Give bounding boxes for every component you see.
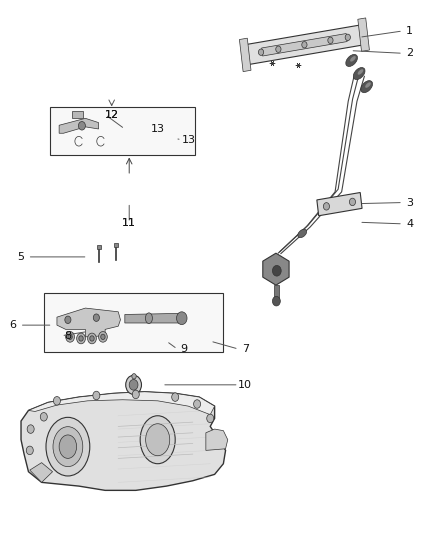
- Circle shape: [328, 37, 333, 44]
- Polygon shape: [247, 25, 362, 64]
- Ellipse shape: [145, 313, 152, 324]
- Polygon shape: [358, 18, 369, 51]
- Circle shape: [101, 334, 105, 340]
- Circle shape: [272, 265, 281, 276]
- Polygon shape: [30, 463, 53, 482]
- Ellipse shape: [53, 426, 83, 467]
- FancyBboxPatch shape: [44, 293, 223, 352]
- Polygon shape: [240, 38, 251, 71]
- Circle shape: [132, 390, 139, 399]
- Text: 5: 5: [18, 252, 25, 262]
- Polygon shape: [28, 392, 215, 415]
- Text: 6: 6: [10, 320, 17, 330]
- Circle shape: [194, 400, 201, 408]
- Ellipse shape: [365, 82, 371, 88]
- Circle shape: [66, 332, 74, 342]
- Circle shape: [177, 312, 187, 325]
- Polygon shape: [263, 253, 289, 285]
- Circle shape: [65, 316, 71, 324]
- Circle shape: [258, 49, 264, 55]
- Text: 12: 12: [105, 110, 119, 119]
- Circle shape: [172, 393, 179, 401]
- Ellipse shape: [353, 68, 365, 79]
- Polygon shape: [125, 313, 180, 323]
- Ellipse shape: [145, 424, 170, 456]
- Ellipse shape: [59, 435, 77, 458]
- Circle shape: [77, 333, 85, 344]
- Circle shape: [345, 34, 350, 41]
- Polygon shape: [206, 429, 228, 450]
- Ellipse shape: [298, 229, 307, 238]
- Circle shape: [40, 413, 47, 421]
- Polygon shape: [317, 192, 362, 216]
- Circle shape: [78, 122, 85, 130]
- Ellipse shape: [358, 69, 363, 75]
- Circle shape: [207, 414, 214, 423]
- Circle shape: [99, 332, 107, 342]
- Ellipse shape: [346, 54, 357, 67]
- Circle shape: [88, 333, 96, 344]
- Circle shape: [276, 46, 281, 52]
- Circle shape: [26, 446, 33, 455]
- Ellipse shape: [350, 56, 356, 62]
- Circle shape: [350, 198, 356, 206]
- Circle shape: [132, 374, 136, 379]
- Circle shape: [53, 397, 60, 405]
- Text: 3: 3: [406, 198, 413, 207]
- Text: 8: 8: [64, 331, 71, 341]
- Circle shape: [129, 379, 138, 390]
- Polygon shape: [261, 34, 347, 56]
- Circle shape: [272, 296, 280, 306]
- Text: 11: 11: [122, 218, 136, 228]
- Circle shape: [68, 334, 72, 340]
- Text: 10: 10: [238, 380, 252, 390]
- Text: 2: 2: [406, 49, 413, 58]
- Polygon shape: [57, 308, 120, 337]
- FancyBboxPatch shape: [50, 107, 195, 155]
- Polygon shape: [21, 392, 226, 490]
- Text: 13: 13: [151, 124, 165, 134]
- Ellipse shape: [140, 416, 175, 464]
- Circle shape: [27, 425, 34, 433]
- Text: 13: 13: [181, 135, 195, 144]
- Text: 1: 1: [406, 26, 413, 36]
- Polygon shape: [274, 285, 279, 298]
- Polygon shape: [59, 118, 99, 133]
- Circle shape: [126, 375, 141, 394]
- Circle shape: [90, 336, 94, 341]
- Circle shape: [93, 314, 99, 321]
- Circle shape: [93, 391, 100, 400]
- Text: 9: 9: [180, 344, 187, 354]
- Circle shape: [302, 42, 307, 48]
- Ellipse shape: [361, 80, 373, 93]
- Polygon shape: [72, 111, 83, 118]
- Text: 11: 11: [122, 218, 136, 228]
- Circle shape: [323, 203, 329, 210]
- Text: 12: 12: [105, 110, 119, 119]
- Circle shape: [79, 336, 83, 341]
- Text: 4: 4: [406, 219, 413, 229]
- Text: 7: 7: [242, 344, 249, 354]
- Ellipse shape: [46, 417, 90, 476]
